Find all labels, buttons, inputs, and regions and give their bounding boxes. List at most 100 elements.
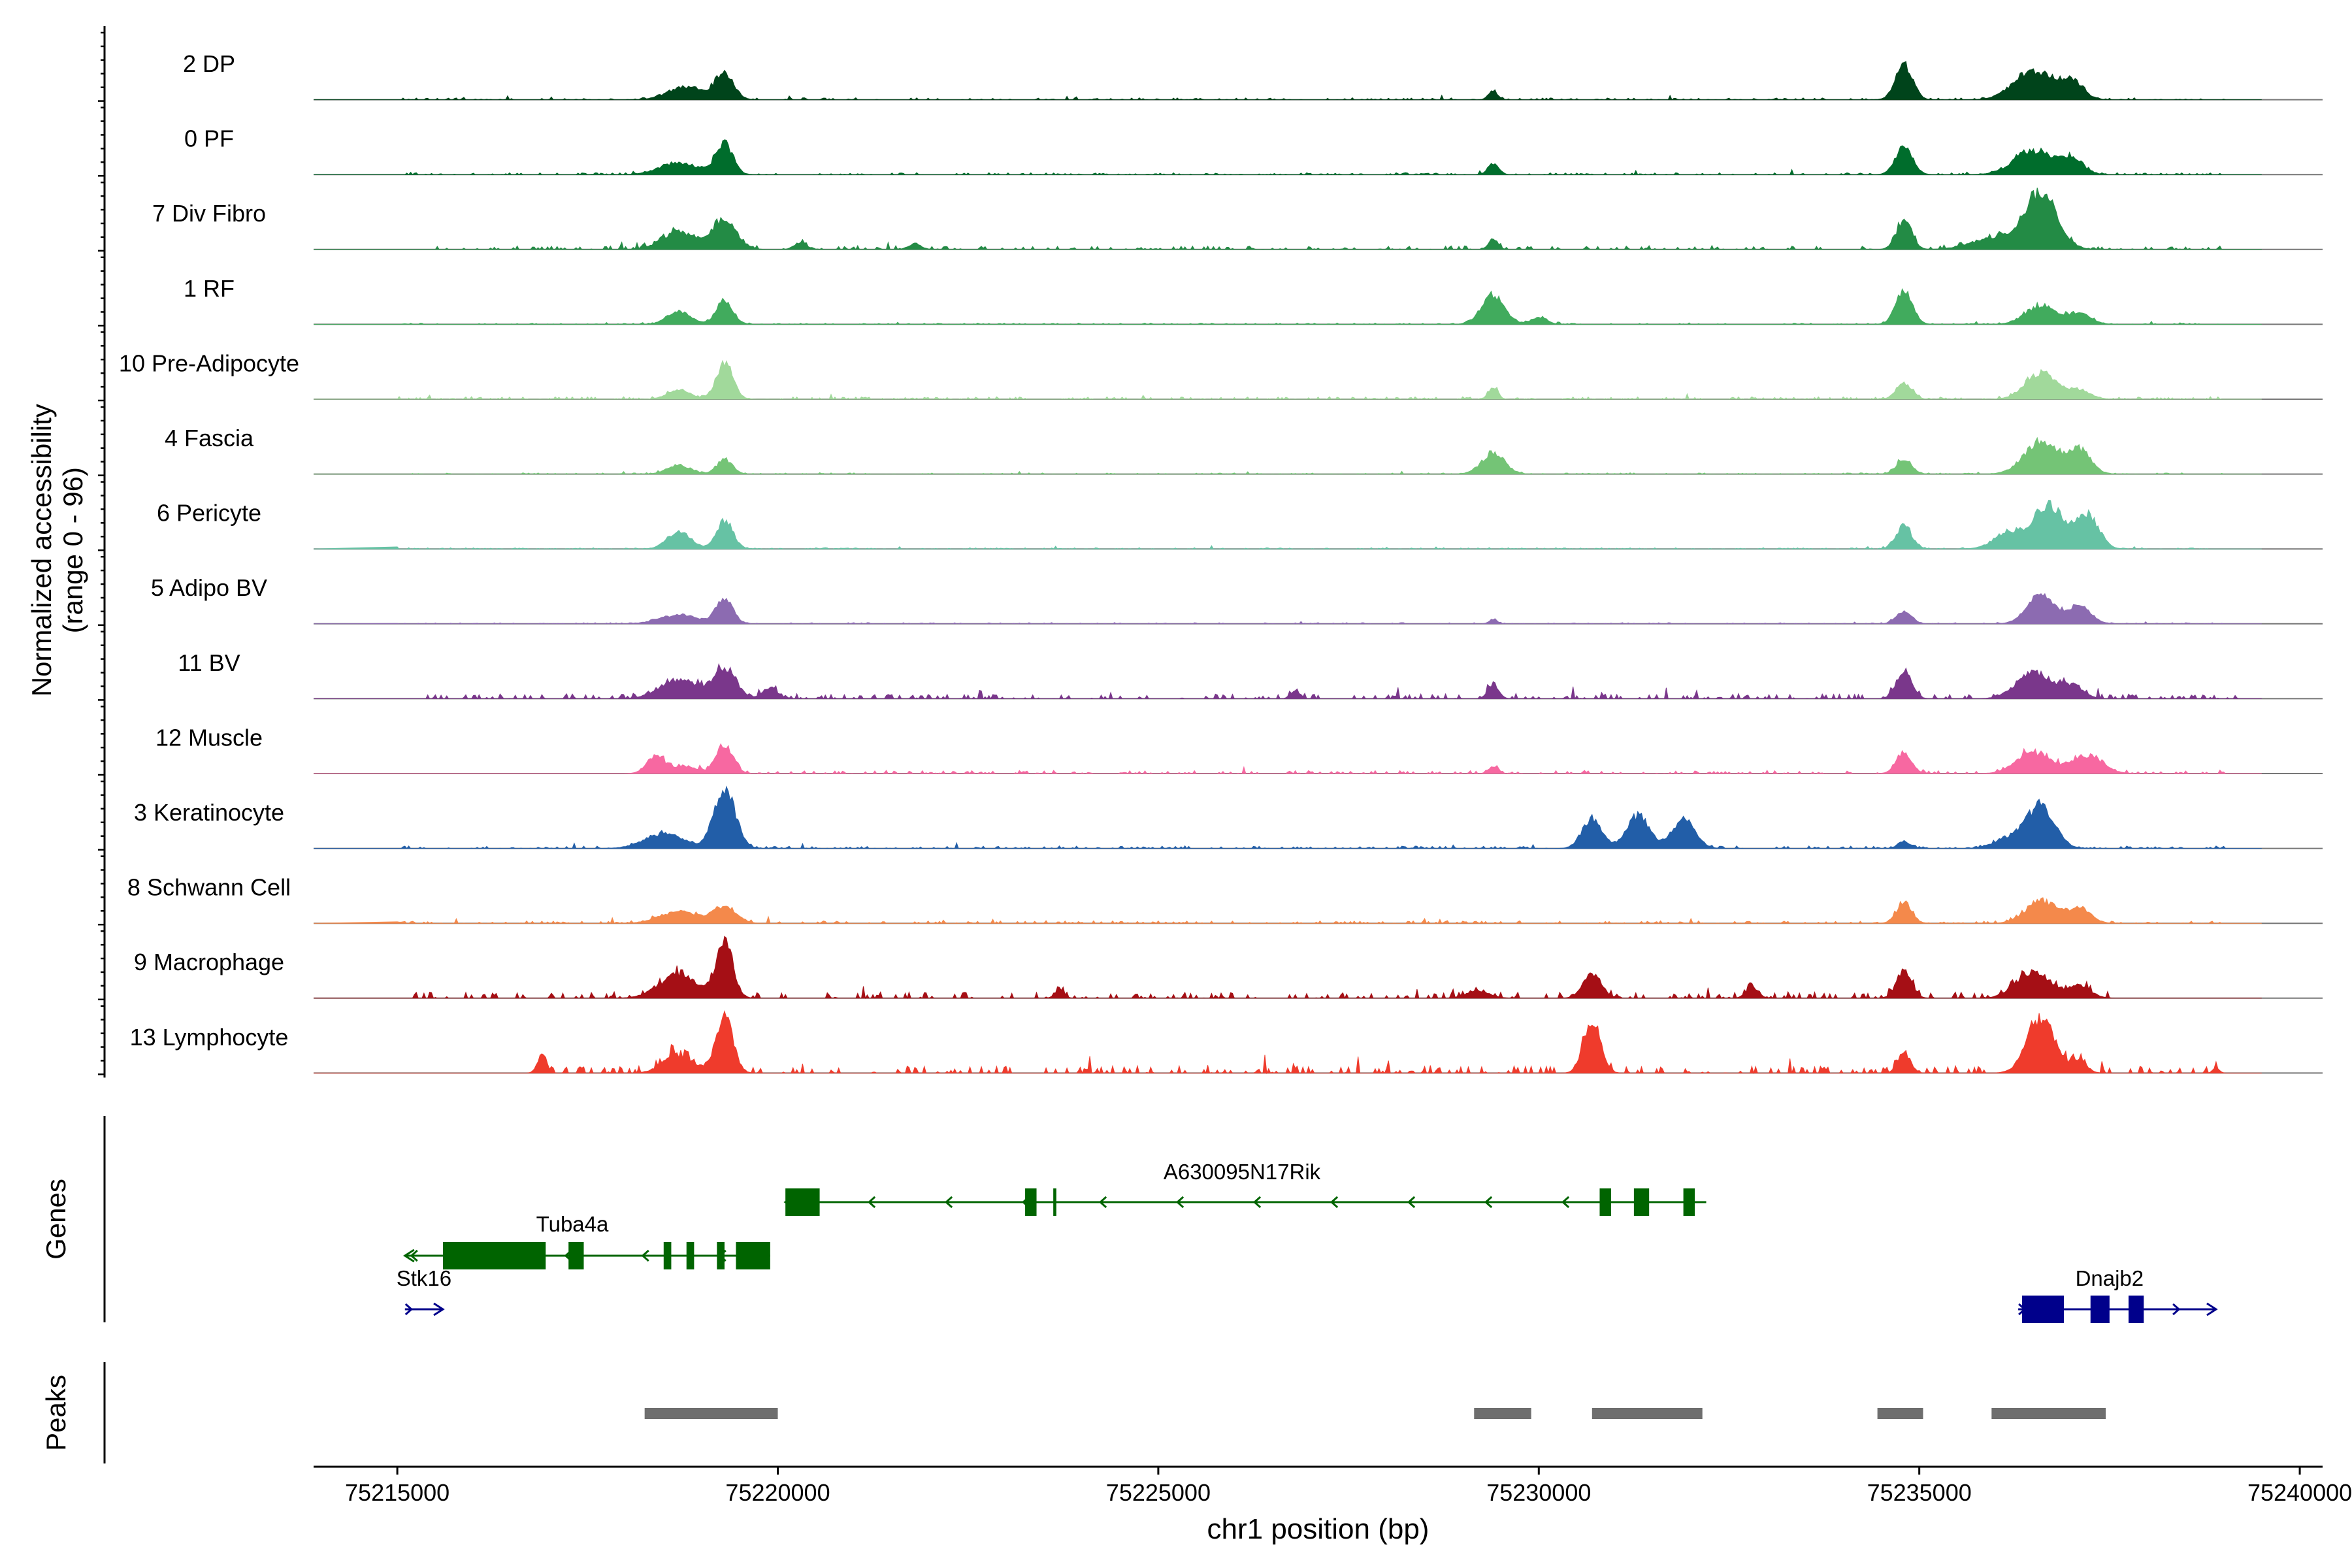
y-axis: Normalized accessibility (range 0 - 96) bbox=[26, 26, 106, 1078]
x-tick-label: 75235000 bbox=[1867, 1479, 1972, 1506]
track-4: 1 RF bbox=[184, 275, 2323, 325]
peaks-panel-label: Peaks bbox=[41, 1375, 71, 1451]
gene-exon bbox=[1053, 1188, 1056, 1216]
track-signal-area bbox=[314, 785, 2262, 849]
genes-panel-label: Genes bbox=[41, 1179, 71, 1260]
gene-label: Stk16 bbox=[397, 1266, 451, 1290]
gene-Dnajb2: Dnajb2 bbox=[2018, 1266, 2218, 1323]
gene-exon bbox=[2090, 1296, 2110, 1323]
track-label: 4 Fascia bbox=[165, 425, 254, 451]
gene-exon bbox=[568, 1242, 584, 1269]
peak-bar bbox=[1474, 1408, 1531, 1419]
track-label: 5 Adipo BV bbox=[151, 574, 267, 601]
gene-exon bbox=[686, 1242, 694, 1269]
track-signal-area bbox=[313, 593, 2262, 625]
gene-exon bbox=[736, 1242, 770, 1269]
gene-label: Tuba4a bbox=[536, 1212, 609, 1236]
track-8: 5 Adipo BV bbox=[151, 574, 2323, 625]
track-label: 10 Pre-Adipocyte bbox=[119, 350, 299, 376]
track-7: 6 Pericyte bbox=[157, 500, 2323, 550]
gene-exon bbox=[1025, 1188, 1037, 1216]
x-tick-label: 75240000 bbox=[2247, 1479, 2352, 1506]
track-9: 11 BV bbox=[178, 649, 2323, 700]
track-label: 13 Lymphocyte bbox=[130, 1024, 289, 1051]
strand-arrow bbox=[410, 1249, 418, 1262]
y-axis-label: Normalized accessibility bbox=[26, 404, 57, 696]
x-tick-label: 75220000 bbox=[725, 1479, 830, 1506]
track-label: 6 Pericyte bbox=[157, 500, 261, 527]
peak-bar bbox=[644, 1408, 778, 1419]
peak-bar bbox=[1991, 1408, 2106, 1419]
track-label: 3 Keratinocyte bbox=[134, 799, 284, 826]
track-signal-area bbox=[314, 288, 2262, 325]
track-signal-area bbox=[313, 500, 2262, 549]
peak-bar bbox=[1592, 1408, 1703, 1419]
gene-exon bbox=[785, 1188, 820, 1216]
gene-Tuba4a: Tuba4a bbox=[402, 1212, 770, 1269]
track-signal-area bbox=[314, 188, 2262, 250]
gene-exon bbox=[1633, 1188, 1650, 1216]
gene-exon bbox=[2128, 1296, 2144, 1323]
track-label: 7 Div Fibro bbox=[152, 200, 266, 227]
track-6: 4 Fascia bbox=[165, 425, 2323, 475]
gene-exon bbox=[717, 1242, 725, 1269]
y-axis-range-label: (range 0 - 96) bbox=[57, 467, 88, 633]
strand-arrow bbox=[404, 1303, 414, 1316]
genes-panel: Genes A630095N17Rik Tuba4a Stk16 Dnajb2 bbox=[41, 1116, 2218, 1323]
strand-arrow bbox=[2206, 1302, 2218, 1316]
gene-label: Dnajb2 bbox=[2076, 1266, 2144, 1290]
track-3: 7 Div Fibro bbox=[152, 188, 2323, 250]
strand-arrow bbox=[433, 1302, 445, 1316]
strand-arrow bbox=[1484, 1196, 1493, 1209]
gene-exon bbox=[443, 1242, 546, 1269]
strand-arrow bbox=[944, 1196, 953, 1209]
gene-Stk16: Stk16 bbox=[397, 1266, 451, 1316]
track-1: 2 DP bbox=[183, 50, 2323, 101]
track-signal-area bbox=[314, 436, 2262, 475]
x-tick-label: 75215000 bbox=[345, 1479, 449, 1506]
gene-exon bbox=[2021, 1296, 2064, 1323]
track-5: 10 Pre-Adipocyte bbox=[119, 350, 2323, 400]
track-14: 13 Lymphocyte bbox=[130, 1010, 2323, 1075]
gene-exon bbox=[663, 1242, 672, 1269]
x-tick-label: 75225000 bbox=[1106, 1479, 1211, 1506]
track-2: 0 PF bbox=[184, 125, 2323, 176]
track-signal-area bbox=[314, 359, 2262, 400]
track-label: 1 RF bbox=[184, 275, 235, 302]
x-axis: 75215000 75220000 75225000 75230000 75235000… bbox=[314, 1465, 2352, 1545]
strand-arrow bbox=[1330, 1196, 1339, 1209]
strand-arrow bbox=[1175, 1196, 1184, 1209]
track-10: 12 Muscle bbox=[155, 724, 2323, 774]
strand-arrow bbox=[402, 1249, 415, 1263]
gene-A630095N17Rik: A630095N17Rik bbox=[783, 1160, 1707, 1216]
peak-bar bbox=[1877, 1408, 1923, 1419]
track-label: 8 Schwann Cell bbox=[127, 874, 291, 901]
track-signal-area bbox=[314, 662, 2262, 700]
track-signal-area bbox=[314, 1010, 2262, 1075]
strand-arrow bbox=[1098, 1196, 1107, 1209]
track-label: 0 PF bbox=[184, 125, 234, 152]
strand-arrow bbox=[1252, 1196, 1262, 1209]
track-12: 8 Schwann Cell bbox=[127, 874, 2323, 924]
gene-exon bbox=[1683, 1188, 1695, 1216]
track-label: 12 Muscle bbox=[155, 724, 263, 751]
strand-arrow bbox=[867, 1196, 876, 1209]
x-tick-label: 75230000 bbox=[1486, 1479, 1591, 1506]
strand-arrow bbox=[2172, 1303, 2181, 1316]
peaks-panel: Peaks bbox=[41, 1362, 2106, 1463]
accessibility-tracks: 2 DP 0 PF 7 Div Fibro 1 RF 10 Pre-Adipocyte 4… bbox=[119, 50, 2323, 1075]
strand-arrow bbox=[1561, 1196, 1570, 1209]
strand-arrow bbox=[1407, 1196, 1416, 1209]
gene-label: A630095N17Rik bbox=[1164, 1160, 1321, 1184]
track-signal-area bbox=[314, 139, 2262, 175]
x-axis-label: chr1 position (bp) bbox=[1207, 1513, 1429, 1545]
track-label: 9 Macrophage bbox=[134, 949, 284, 975]
track-label: 11 BV bbox=[178, 649, 240, 676]
track-signal-area bbox=[314, 936, 2262, 1000]
track-signal-area bbox=[314, 61, 2262, 101]
track-signal-area bbox=[313, 897, 2262, 924]
track-11: 3 Keratinocyte bbox=[134, 785, 2323, 849]
strand-arrow bbox=[641, 1249, 649, 1262]
track-label: 2 DP bbox=[183, 50, 235, 77]
